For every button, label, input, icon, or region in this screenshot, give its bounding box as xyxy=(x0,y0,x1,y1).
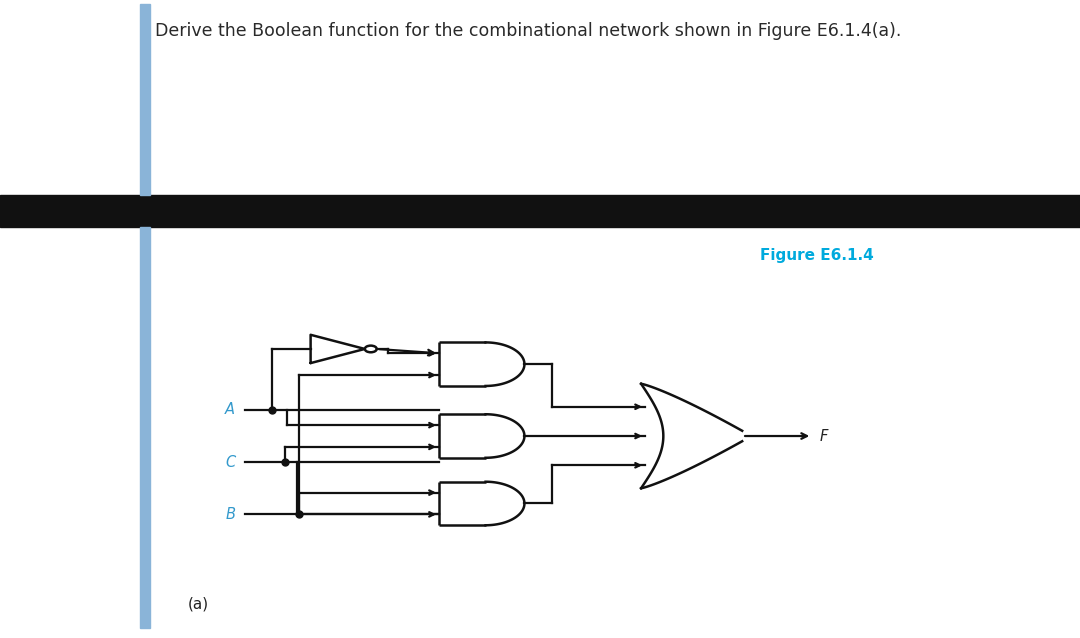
Bar xyxy=(140,227,150,628)
Text: C: C xyxy=(225,455,235,470)
Text: A: A xyxy=(226,403,235,417)
Text: Derive the Boolean function for the combinational network shown in Figure E6.1.4: Derive the Boolean function for the comb… xyxy=(156,22,902,40)
Text: F: F xyxy=(820,429,828,443)
Text: Figure E6.1.4: Figure E6.1.4 xyxy=(760,248,874,263)
Text: (a): (a) xyxy=(187,596,208,611)
Text: B: B xyxy=(226,507,235,522)
Bar xyxy=(0,195,1080,227)
Bar xyxy=(140,4,150,195)
